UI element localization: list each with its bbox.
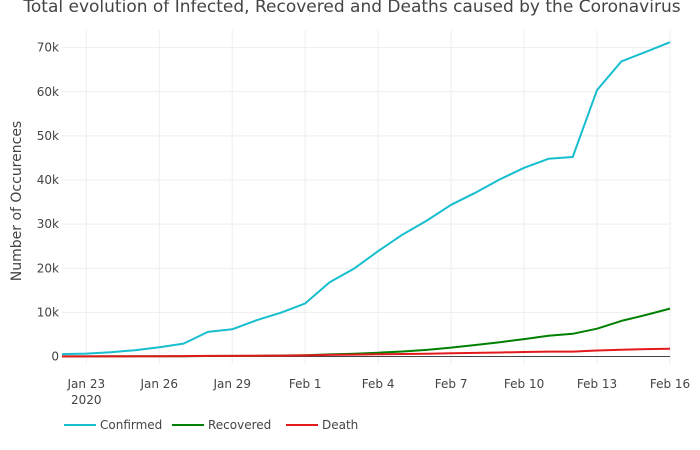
series-line-death — [62, 347, 671, 358]
y-tick-label: 20k — [37, 261, 59, 275]
legend[interactable]: Confirmed Recovered Death — [64, 418, 358, 432]
y-axis-label: Number of Occurences — [9, 121, 25, 281]
legend-label: Confirmed — [100, 418, 162, 432]
y-tick-label: 40k — [37, 173, 59, 187]
x-tick-label: Feb 13 — [577, 377, 617, 391]
x-tick-label: Feb 7 — [435, 377, 468, 391]
x-tick-label: Jan 29 — [212, 377, 251, 391]
x-tick-label: Feb 4 — [362, 377, 395, 391]
y-tick-label: 50k — [37, 129, 59, 143]
x-tick-label: Feb 10 — [504, 377, 544, 391]
x-axis-ticks: Jan 23 2020 Jan 26 Jan 29 Feb 1 Feb 4 Feb 7 Feb… — [67, 377, 691, 407]
x-tick-label: Feb 16 — [650, 377, 690, 391]
y-axis-ticks: 0 10k 20k 30k 40k 50k 60k 70k — [37, 41, 59, 364]
x-tick-label: Jan 26 — [139, 377, 178, 391]
y-tick-label: 0 — [51, 349, 59, 363]
legend-item-confirmed[interactable]: Confirmed — [64, 418, 162, 432]
series-lines — [61, 41, 671, 358]
grid-lines — [62, 30, 671, 364]
y-tick-label: 70k — [37, 41, 59, 55]
y-tick-label: 10k — [37, 305, 59, 319]
x-tick-label: Jan 23 — [67, 377, 106, 391]
legend-label: Death — [322, 418, 358, 432]
series-line-recovered — [62, 307, 671, 358]
y-tick-label: 30k — [37, 217, 59, 231]
legend-item-death[interactable]: Death — [286, 418, 358, 432]
legend-item-recovered[interactable]: Recovered — [172, 418, 271, 432]
x-tick-label: Feb 1 — [289, 377, 322, 391]
y-tick-label: 60k — [37, 85, 59, 99]
series-line-confirmed — [61, 41, 671, 356]
chart-title: Total evolution of Infected, Recovered a… — [22, 0, 680, 17]
x-tick-year-label: 2020 — [71, 393, 102, 407]
legend-label: Recovered — [208, 418, 271, 432]
